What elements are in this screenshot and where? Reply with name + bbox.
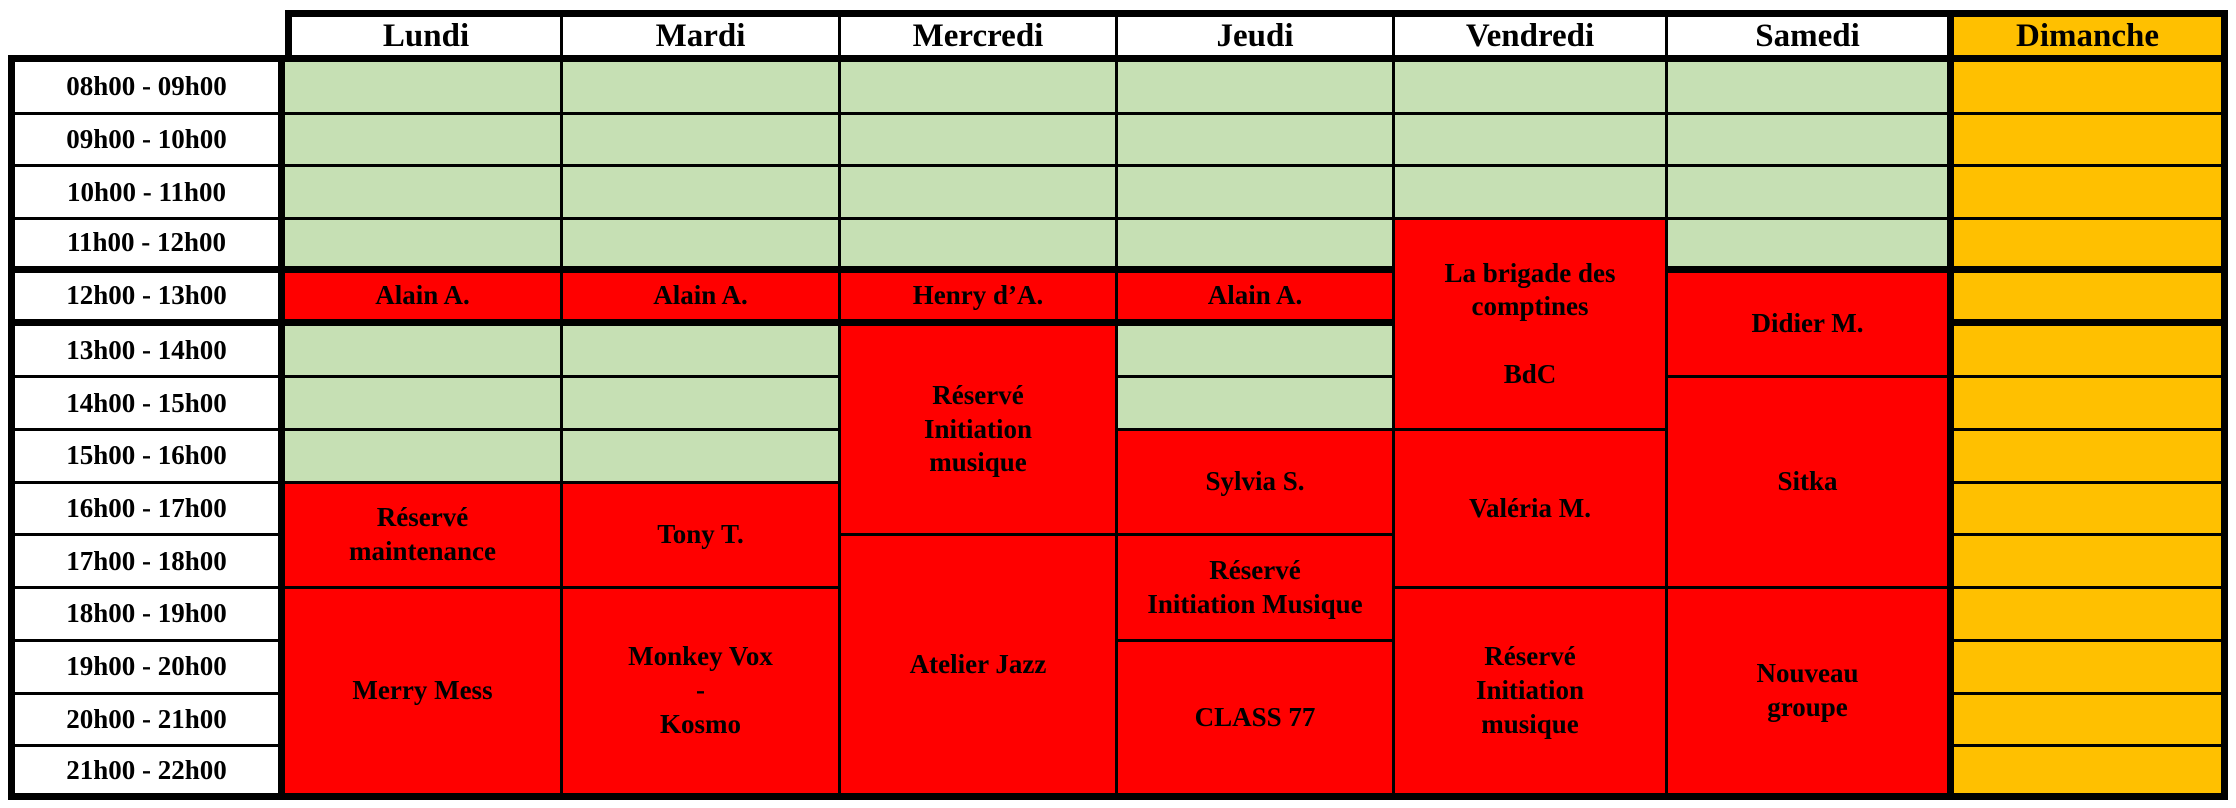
free-slot-mercredi-r2	[841, 114, 1118, 168]
booking-jeudi-r8: Sylvia S.	[1118, 431, 1395, 537]
time-slot-label-13: 20h00 - 21h00	[8, 694, 285, 748]
corner-blank-cell	[8, 10, 285, 62]
day-header-samedi: Samedi	[1668, 10, 1954, 62]
day-header-vendredi: Vendredi	[1395, 10, 1668, 62]
closed-slot-dimanche-r10	[1954, 536, 2228, 590]
free-slot-jeudi-r4	[1118, 220, 1395, 273]
free-slot-samedi-r1	[1668, 62, 1954, 115]
booking-vendredi-r11: Réservé Initiation musique	[1395, 589, 1668, 800]
free-slot-mercredi-r1	[841, 62, 1118, 115]
booking-lundi-r11: Merry Mess	[285, 589, 563, 800]
free-slot-lundi-r6	[285, 325, 563, 379]
closed-slot-dimanche-r1	[1954, 62, 2228, 115]
free-slot-lundi-r4	[285, 220, 563, 273]
free-slot-mardi-r2	[563, 114, 841, 168]
time-slot-label-12: 19h00 - 20h00	[8, 641, 285, 695]
closed-slot-dimanche-r13	[1954, 694, 2228, 748]
free-slot-mardi-r4	[563, 220, 841, 273]
closed-slot-dimanche-r12	[1954, 641, 2228, 695]
free-slot-samedi-r4	[1668, 220, 1954, 273]
closed-slot-dimanche-r14	[1954, 747, 2228, 800]
closed-slot-dimanche-r9	[1954, 483, 2228, 537]
free-slot-vendredi-r1	[1395, 62, 1668, 115]
closed-slot-dimanche-r8	[1954, 431, 2228, 484]
free-slot-mardi-r8	[563, 431, 841, 484]
schedule-grid: Lundi Mardi Mercredi Jeudi Vendredi Samedi Dim…	[8, 10, 2228, 800]
closed-slot-dimanche-r6	[1954, 325, 2228, 379]
time-slot-label-1: 08h00 - 09h00	[8, 62, 285, 115]
free-slot-vendredi-r3	[1395, 167, 1668, 221]
booking-lundi-r9: Réservé maintenance	[285, 483, 563, 590]
time-slot-label-6: 13h00 - 14h00	[8, 325, 285, 379]
free-slot-jeudi-r2	[1118, 114, 1395, 168]
free-slot-lundi-r3	[285, 167, 563, 221]
free-slot-samedi-r3	[1668, 167, 1954, 221]
booking-mercredi-r6: Réservé Initiation musique	[841, 325, 1118, 537]
free-slot-lundi-r2	[285, 114, 563, 168]
free-slot-jeudi-r3	[1118, 167, 1395, 221]
booking-mercredi-r5: Henry d’A.	[841, 272, 1118, 326]
time-slot-label-7: 14h00 - 15h00	[8, 378, 285, 431]
booking-mardi-r9: Tony T.	[563, 483, 841, 590]
booking-vendredi-r4: La brigade des comptines BdC	[1395, 220, 1668, 431]
booking-samedi-r11: Nouveau groupe	[1668, 589, 1954, 800]
time-slot-label-11: 18h00 - 19h00	[8, 589, 285, 642]
time-slot-label-9: 16h00 - 17h00	[8, 483, 285, 537]
free-slot-mardi-r6	[563, 325, 841, 379]
day-header-lundi: Lundi	[285, 10, 563, 62]
day-header-mardi: Mardi	[563, 10, 841, 62]
time-slot-label-5: 12h00 - 13h00	[8, 272, 285, 326]
free-slot-lundi-r1	[285, 62, 563, 115]
booking-samedi-r5: Didier M.	[1668, 272, 1954, 379]
booking-samedi-r7: Sitka	[1668, 378, 1954, 590]
day-header-mercredi: Mercredi	[841, 10, 1118, 62]
booking-vendredi-r8: Valéria M.	[1395, 431, 1668, 590]
time-slot-label-14: 21h00 - 22h00	[8, 747, 285, 800]
time-slot-label-3: 10h00 - 11h00	[8, 167, 285, 221]
free-slot-mardi-r1	[563, 62, 841, 115]
free-slot-jeudi-r7	[1118, 378, 1395, 431]
time-slot-label-2: 09h00 - 10h00	[8, 114, 285, 168]
booking-mercredi-r10: Atelier Jazz	[841, 536, 1118, 800]
closed-slot-dimanche-r11	[1954, 589, 2228, 642]
closed-slot-dimanche-r7	[1954, 378, 2228, 431]
free-slot-mardi-r3	[563, 167, 841, 221]
booking-jeudi-r10: Réservé Initiation Musique	[1118, 536, 1395, 642]
free-slot-jeudi-r6	[1118, 325, 1395, 379]
free-slot-jeudi-r1	[1118, 62, 1395, 115]
closed-slot-dimanche-r3	[1954, 167, 2228, 221]
closed-slot-dimanche-r4	[1954, 220, 2228, 273]
free-slot-lundi-r7	[285, 378, 563, 431]
free-slot-samedi-r2	[1668, 114, 1954, 168]
booking-jeudi-r12: CLASS 77	[1118, 641, 1395, 800]
closed-slot-dimanche-r5	[1954, 272, 2228, 326]
free-slot-mercredi-r3	[841, 167, 1118, 221]
free-slot-vendredi-r2	[1395, 114, 1668, 168]
booking-lundi-r5: Alain A.	[285, 272, 563, 326]
time-slot-label-8: 15h00 - 16h00	[8, 431, 285, 484]
free-slot-mercredi-r4	[841, 220, 1118, 273]
time-slot-label-10: 17h00 - 18h00	[8, 536, 285, 590]
day-header-jeudi: Jeudi	[1118, 10, 1395, 62]
booking-mardi-r5: Alain A.	[563, 272, 841, 326]
time-slot-label-4: 11h00 - 12h00	[8, 220, 285, 273]
closed-slot-dimanche-r2	[1954, 114, 2228, 168]
booking-mardi-r11: Monkey Vox - Kosmo	[563, 589, 841, 800]
free-slot-lundi-r8	[285, 431, 563, 484]
day-header-dimanche: Dimanche	[1954, 10, 2228, 62]
booking-jeudi-r5: Alain A.	[1118, 272, 1395, 326]
free-slot-mardi-r7	[563, 378, 841, 431]
